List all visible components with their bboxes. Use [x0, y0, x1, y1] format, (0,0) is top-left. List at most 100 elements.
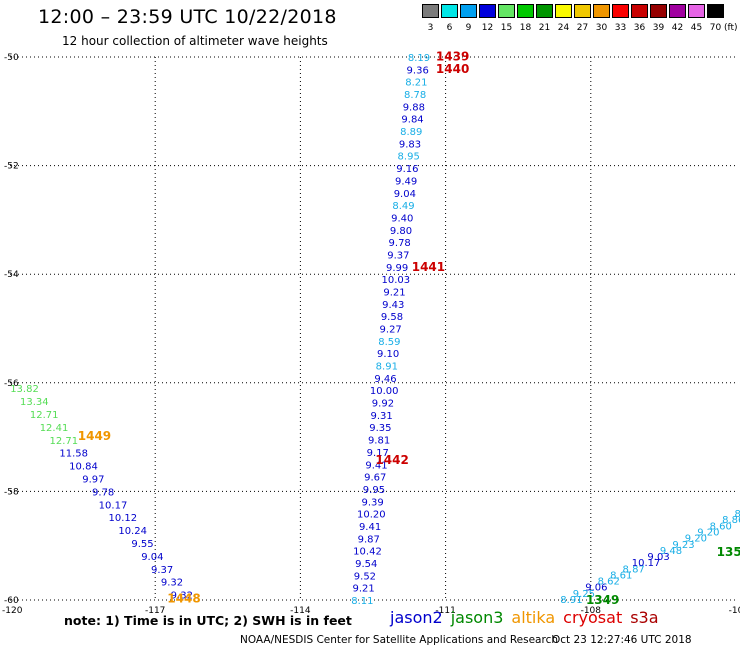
scale-swatch [574, 4, 591, 18]
scale-label: 45 [690, 23, 703, 33]
scale-label: 21 [538, 23, 551, 33]
wave-height-value: 9.23 [672, 540, 694, 551]
wave-height-value: 9.32 [161, 578, 183, 589]
wave-height-value: 9.58 [381, 312, 403, 323]
wave-height-value: 8.59 [378, 337, 400, 348]
wave-height-value: 9.84 [401, 115, 423, 126]
wave-height-value: 9.20 [697, 528, 719, 539]
wave-height-value: 9.21 [383, 287, 405, 298]
scale-swatch [612, 4, 629, 18]
wave-height-value: 9.92 [372, 399, 394, 410]
x-tick-label: -111 [435, 606, 455, 616]
wave-height-value: 8.62 [598, 577, 620, 588]
scale-swatch [479, 4, 496, 18]
wave-height-value: 10.00 [370, 386, 399, 397]
legend-s3a: s3a [630, 608, 659, 627]
wave-height-value: 8.95 [398, 152, 420, 163]
wave-height-value: 9.10 [377, 349, 399, 360]
legend-jason2: jason2 [390, 608, 443, 627]
wave-height-value: 9.06 [585, 583, 607, 594]
wave-height-value: 9.52 [354, 571, 376, 582]
scale-swatch [498, 4, 515, 18]
wave-height-value: 8.49 [392, 201, 414, 212]
wave-height-value: 9.16 [396, 164, 418, 175]
wave-height-value: 9.32 [171, 591, 193, 602]
wave-height-value: 9.55 [131, 539, 153, 550]
wave-height-value: 9.37 [151, 565, 173, 576]
y-tick-label: -50 [4, 53, 19, 63]
wave-height-value: 9.67 [364, 473, 386, 484]
x-tick-label: -108 [581, 606, 602, 616]
page-title: 12:00 – 23:59 UTC 10/22/2018 [38, 6, 337, 28]
wave-height-value: 9.36 [407, 65, 429, 76]
wave-height-value: 9.20 [685, 534, 707, 545]
scale-label: 33 [614, 23, 627, 33]
pass-number-label: 1350 [717, 545, 740, 559]
scale-label: 6 [446, 23, 453, 33]
scale-label: 24 [557, 23, 570, 33]
wave-height-value: 10.24 [118, 526, 147, 537]
wave-height-value: 8.19 [408, 53, 430, 64]
wave-height-value: 9.78 [92, 487, 114, 498]
wave-height-value: 9.04 [141, 552, 163, 563]
wave-height-value: 8.87 [623, 564, 645, 575]
pass-number-label: 1349 [586, 593, 619, 607]
pass-number-label: 1448 [167, 591, 200, 605]
scale-label: 12 [481, 23, 494, 33]
scale-swatch [669, 4, 686, 18]
wave-height-value: 9.54 [355, 559, 377, 570]
wave-height-value: 9.49 [395, 176, 417, 187]
scale-label: 18 [519, 23, 532, 33]
scale-swatch [460, 4, 477, 18]
wave-height-value: 9.25 [573, 589, 595, 600]
scale-label: 70 [709, 23, 722, 33]
wave-height-value: 12.41 [40, 423, 69, 434]
scale-swatch [707, 4, 724, 18]
wave-height-value: 9.27 [380, 325, 402, 336]
scale-swatch [593, 4, 610, 18]
scale-label: 42 [671, 23, 684, 33]
wave-height-value: 9.43 [382, 300, 404, 311]
wave-height-value: 12.71 [50, 436, 79, 447]
wave-height-value: 9.39 [362, 497, 384, 508]
wave-height-value: 9.21 [353, 584, 375, 595]
scale-swatch [631, 4, 648, 18]
scale-label: 9 [465, 23, 472, 33]
wave-height-value: 8.89 [400, 127, 422, 138]
scale-label: 30 [595, 23, 608, 33]
satellite-legend: jason2 jason3 altika cryosat s3a [390, 608, 667, 627]
scale-swatch [441, 4, 458, 18]
scale-swatch [536, 4, 553, 18]
wave-height-value: 8.61 [610, 570, 632, 581]
wave-height-value: 13.34 [20, 397, 49, 408]
wave-height-value: 9.31 [371, 411, 393, 422]
legend-cryosat: cryosat [563, 608, 623, 627]
wave-height-value: 9.37 [387, 250, 409, 261]
pass-number-label: 1439 [436, 49, 469, 63]
scale-swatch [688, 4, 705, 18]
wave-height-value: 9.41 [359, 522, 381, 533]
scale-swatch [517, 4, 534, 18]
wave-height-value: 9.95 [363, 485, 385, 496]
wave-height-value: 9.41 [365, 460, 387, 471]
wave-height-value: 9.97 [82, 475, 104, 486]
scale-label: 15 [500, 23, 513, 33]
wave-height-value: 8.70 [735, 509, 740, 520]
footer-credit: NOAA/NESDIS Center for Satellite Applica… [240, 634, 558, 646]
legend-altika: altika [511, 608, 556, 627]
scale-unit: (ft) [724, 23, 738, 33]
wave-height-value: 8.91 [376, 362, 398, 373]
wave-height-value: 8.91 [560, 595, 582, 606]
wave-height-value: 13.82 [10, 384, 39, 395]
x-tick-label: -120 [2, 606, 23, 616]
x-tick-label: -117 [145, 606, 165, 616]
wave-height-value: 9.88 [403, 102, 425, 113]
wave-height-value: 9.35 [369, 423, 391, 434]
wave-height-value: 8.78 [404, 90, 426, 101]
wave-height-value: 8.11 [351, 596, 373, 607]
pass-number-label: 1449 [78, 429, 111, 443]
wave-height-value: 9.99 [386, 263, 408, 274]
scale-label: 27 [576, 23, 589, 33]
wave-height-value: 9.04 [394, 189, 416, 200]
